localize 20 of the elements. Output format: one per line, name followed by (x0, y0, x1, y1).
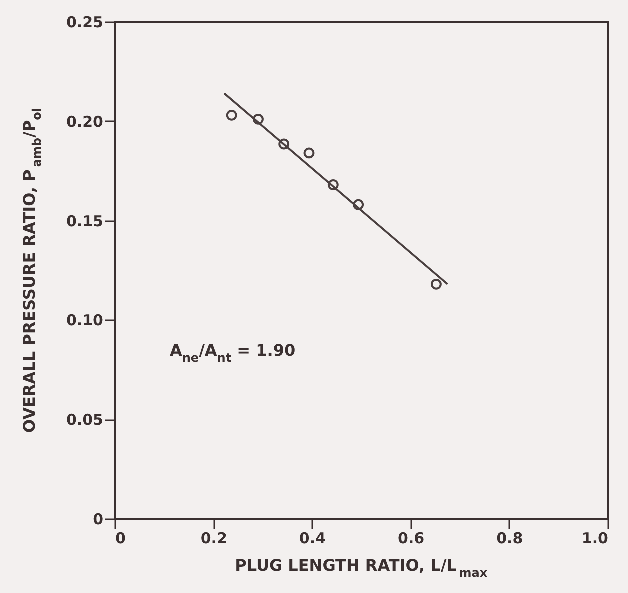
y-tick-label: 0.25 (66, 14, 104, 32)
x-tick-label: 1.0 (582, 530, 608, 548)
point (252, 114, 264, 125)
x-tick-label: 0.6 (398, 530, 425, 548)
y-axis-title: OVERALL PRESSURE RATIO, Pamb/Pol (20, 108, 44, 434)
x-tick-label: 0.8 (496, 530, 524, 548)
point (328, 180, 339, 190)
x-tick-label: 0.2 (200, 530, 228, 548)
y-tick-label: 0.20 (66, 112, 104, 131)
x-tick-label: 0.4 (299, 530, 326, 548)
point (353, 199, 364, 210)
x-tick-label: 0 (116, 530, 126, 548)
y-tick-label: 0.15 (66, 212, 104, 230)
point (278, 138, 290, 150)
point (304, 148, 315, 159)
y-tick-label: 0.10 (66, 312, 104, 330)
y-tick-label: 0.05 (66, 411, 104, 430)
point (226, 110, 238, 121)
point (430, 278, 442, 290)
y-tick-label: 0 (93, 510, 104, 528)
